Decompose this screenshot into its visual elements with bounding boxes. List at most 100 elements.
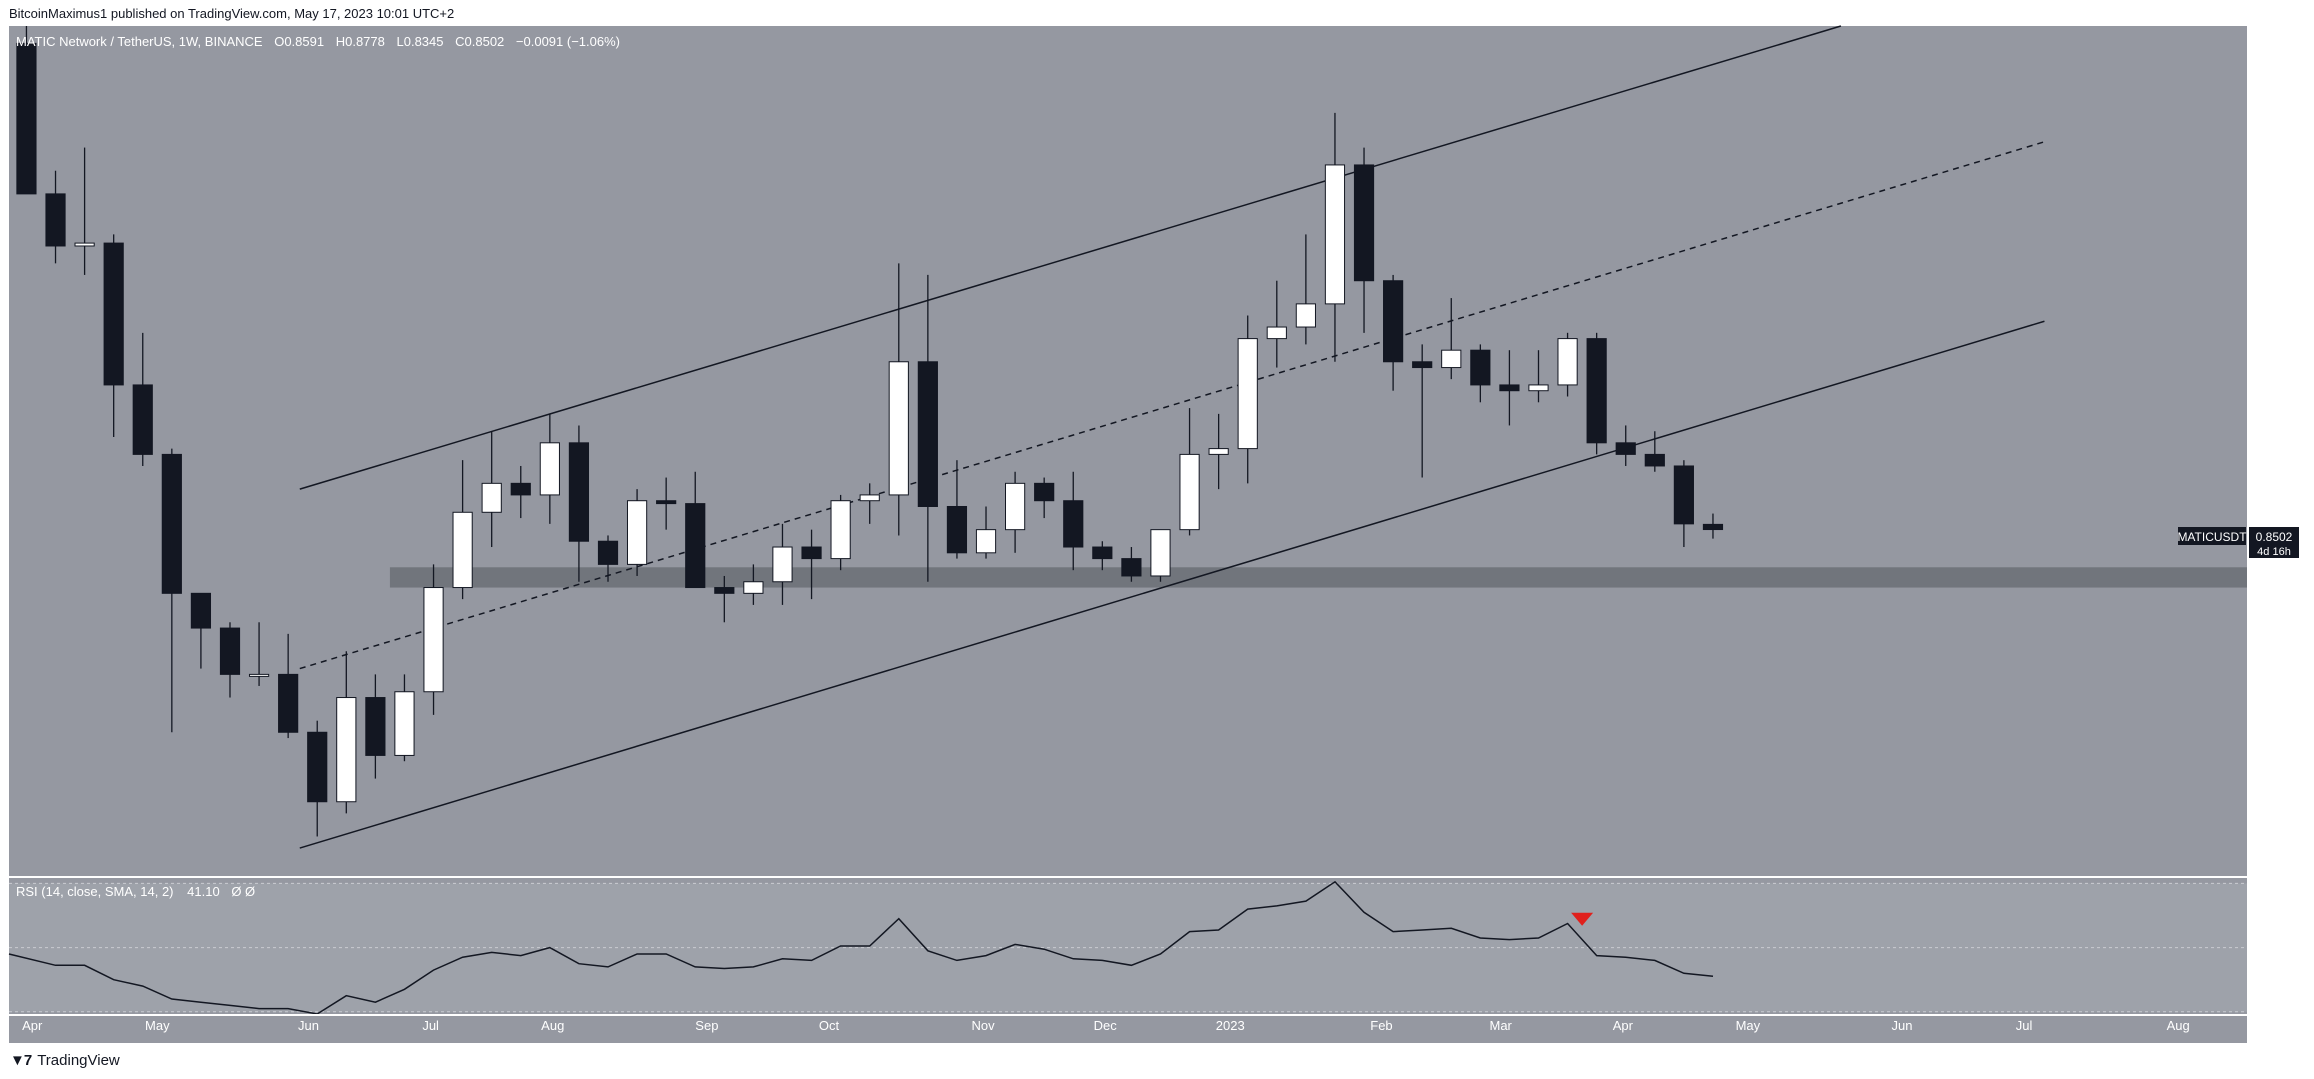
candle-body-bear <box>16 42 37 195</box>
time-axis-label: May <box>145 1018 170 1033</box>
candle-body-bear <box>656 500 677 505</box>
price-axis-label: 1.7000 <box>2257 31 2294 45</box>
candle-body-bull <box>452 511 473 589</box>
candle <box>1702 513 1724 539</box>
candle <box>1324 112 1346 362</box>
candle-body-bear <box>1673 465 1694 525</box>
candle <box>1121 547 1142 582</box>
candle <box>219 622 241 698</box>
candle-body-bear <box>946 505 968 554</box>
candle-body-bull <box>1179 453 1200 531</box>
candle <box>278 633 299 739</box>
candle-body-bear <box>1121 558 1142 577</box>
candle <box>1237 315 1258 484</box>
time-axis-label: Jul <box>422 1018 439 1033</box>
candle-body-bear <box>1412 361 1433 369</box>
candle-body-bull <box>830 500 851 560</box>
rsi-axis-label: 50.00 <box>2257 941 2287 955</box>
candle-body-bull <box>626 500 648 565</box>
candle-body-bear <box>103 242 124 386</box>
change-value: −0.0091 (−1.06%) <box>516 34 620 49</box>
candle <box>568 425 590 582</box>
candle-body-bull <box>1005 482 1026 531</box>
candle-body-bull <box>394 691 415 756</box>
footer: ▼7 TradingView <box>10 1052 120 1069</box>
time-axis-label: Apr <box>22 1018 43 1033</box>
low-label: L <box>397 34 404 49</box>
footer-brand: TradingView <box>37 1052 120 1069</box>
candle <box>597 535 619 582</box>
time-axis-label: May <box>1736 1018 1761 1033</box>
support-zone <box>389 567 2248 588</box>
candle <box>1179 408 1200 536</box>
candle <box>1673 460 1694 548</box>
price-axis-label: 0.6000 <box>2257 667 2294 681</box>
price-axis-label: 1.3000 <box>2257 262 2294 276</box>
candle <box>481 431 502 548</box>
candle <box>16 26 37 195</box>
candle-body-bull <box>888 361 909 496</box>
price-axis-label: 0.4000 <box>2257 783 2294 797</box>
candle-body-bear <box>132 384 153 455</box>
price-axis-label: 1.6000 <box>2257 88 2294 102</box>
candle-body-bear <box>1586 338 1607 444</box>
candle-body-bear <box>219 627 241 675</box>
candle <box>1441 298 1462 380</box>
candle-body-bull <box>248 673 270 677</box>
time-axis-label: Jun <box>298 1018 319 1033</box>
candle <box>132 332 153 466</box>
candle-body-bear <box>365 697 386 756</box>
candle <box>423 564 444 715</box>
candle-body-bull <box>1557 338 1578 386</box>
candle <box>307 720 328 837</box>
candle-body-bull <box>423 587 444 693</box>
candle <box>452 460 473 600</box>
candle <box>772 523 793 605</box>
candle-body-bull <box>859 494 880 502</box>
candle-body-bear <box>307 731 328 803</box>
channel-lower-line <box>299 320 2045 849</box>
candle <box>830 494 851 571</box>
low-value: 0.8345 <box>404 34 444 49</box>
candle-body-bear <box>685 503 706 589</box>
currency-label: USDT <box>2256 34 2289 48</box>
last-price-tag: MATICUSDT 0.8502 4d 16h <box>2177 527 2299 558</box>
price-axis-label: 1.5000 <box>2257 146 2294 160</box>
price-tag-countdown: 4d 16h <box>2257 546 2291 558</box>
close-label: C <box>455 34 464 49</box>
symbol-legend: MATIC Network / TetherUS, 1W, BINANCE O0… <box>16 34 620 49</box>
candle-body-bull <box>975 529 997 554</box>
channel-middle-line <box>299 141 2045 670</box>
candle-body-bear <box>568 442 590 542</box>
close-value: 0.8502 <box>465 34 505 49</box>
candle-body-bear <box>45 193 66 247</box>
candle-body-bear <box>190 592 212 629</box>
candle <box>975 506 997 559</box>
candle <box>248 622 270 686</box>
price-axis-label: 1.0000 <box>2257 436 2294 450</box>
time-axis-label: Jul <box>2016 1018 2033 1033</box>
time-axis-label: 2023 <box>1216 1018 1245 1033</box>
tradingview-logo-icon: ▼7 <box>10 1052 32 1069</box>
symbol-name: MATIC Network / TetherUS, 1W, BINANCE <box>16 34 263 49</box>
candle <box>1644 431 1665 472</box>
rsi-extra: Ø Ø <box>231 884 255 899</box>
candle <box>1586 332 1607 455</box>
candle-body-bull <box>74 242 95 247</box>
candle-body-bull <box>1441 349 1462 369</box>
time-axis-label: Dec <box>1094 1018 1118 1033</box>
candle <box>801 529 822 600</box>
price-tag-value: 0.8502 <box>2256 530 2293 544</box>
candle <box>1353 147 1375 333</box>
candle-body-bear <box>1470 349 1491 386</box>
price-axis-label: 1.4000 <box>2257 204 2294 218</box>
time-axis-label: Sep <box>695 1018 718 1033</box>
candle <box>1470 344 1491 403</box>
candle-body-bull <box>336 697 357 803</box>
candle <box>743 564 764 605</box>
candle <box>336 651 357 814</box>
candle-body-bear <box>1063 500 1084 548</box>
rsi-axis-label: 60.00 <box>2257 909 2287 923</box>
